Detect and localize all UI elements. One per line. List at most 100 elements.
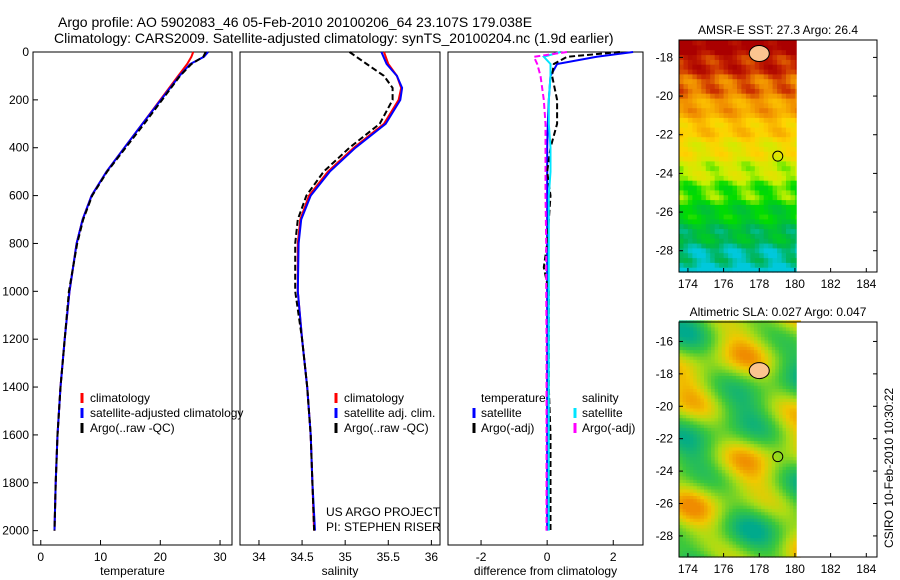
map-cell bbox=[746, 414, 751, 419]
map-cell bbox=[686, 356, 691, 360]
map-cell bbox=[679, 267, 685, 273]
map-cell bbox=[777, 117, 783, 123]
map-cell bbox=[771, 414, 776, 419]
map-cell bbox=[687, 185, 693, 191]
map-cell bbox=[701, 194, 707, 201]
map-cell bbox=[775, 492, 780, 496]
map-cell bbox=[686, 544, 691, 548]
map-cell bbox=[728, 492, 734, 496]
map-cell bbox=[689, 531, 694, 535]
map-cell bbox=[687, 243, 693, 249]
y-tick-label: 1200 bbox=[2, 332, 29, 346]
map-cell bbox=[786, 365, 791, 370]
map-cell bbox=[711, 482, 716, 487]
map-cell bbox=[710, 49, 716, 56]
map-cell bbox=[746, 330, 751, 334]
map-cell bbox=[771, 482, 776, 487]
map-cell bbox=[772, 243, 778, 249]
map-cell bbox=[764, 459, 769, 464]
map-cell bbox=[736, 443, 741, 448]
map-cell bbox=[768, 459, 773, 464]
map-cell bbox=[696, 424, 701, 428]
map-cell bbox=[714, 466, 719, 470]
map-cell bbox=[771, 472, 776, 477]
map-cell bbox=[711, 326, 716, 331]
map-cell bbox=[786, 131, 792, 138]
map-cell bbox=[750, 401, 755, 406]
map-cell bbox=[750, 175, 756, 181]
map-cell bbox=[761, 443, 766, 448]
map-cell bbox=[782, 469, 787, 474]
map-cell bbox=[743, 446, 748, 451]
map-cell bbox=[705, 214, 711, 220]
map-cell bbox=[778, 398, 784, 402]
map-cell bbox=[719, 180, 725, 186]
map-cell bbox=[686, 495, 691, 500]
map-cell bbox=[750, 209, 756, 215]
map-cell bbox=[775, 501, 780, 506]
map-cell bbox=[743, 453, 748, 458]
map-cell bbox=[701, 102, 707, 109]
map-cell bbox=[696, 430, 701, 435]
map-cell bbox=[710, 175, 716, 181]
map-cell bbox=[701, 160, 707, 167]
map-cell bbox=[718, 466, 723, 470]
map-cell bbox=[743, 544, 748, 548]
map-cell bbox=[732, 553, 737, 558]
map-cell bbox=[757, 330, 762, 334]
map-cell bbox=[763, 78, 769, 85]
map-cell bbox=[704, 326, 709, 331]
map-cell bbox=[750, 262, 756, 268]
map-cell bbox=[743, 333, 748, 338]
map-cell bbox=[683, 194, 689, 201]
map-cell bbox=[723, 238, 729, 244]
map-cell bbox=[782, 524, 787, 529]
map-cell bbox=[754, 243, 760, 249]
map-cell bbox=[700, 553, 705, 558]
map-cell bbox=[686, 534, 691, 539]
map-cell bbox=[743, 401, 748, 406]
map-cell bbox=[728, 247, 734, 254]
map-cell bbox=[732, 54, 738, 60]
map-cell bbox=[757, 398, 762, 402]
map-cell bbox=[693, 404, 698, 409]
map-cell bbox=[692, 165, 698, 172]
map-cell bbox=[696, 228, 702, 234]
map-cell bbox=[682, 459, 687, 464]
map-cell bbox=[736, 498, 741, 503]
map-cell bbox=[786, 218, 792, 225]
map-cell bbox=[689, 540, 694, 545]
map-cell bbox=[743, 323, 748, 328]
map-cell bbox=[705, 238, 711, 244]
map-cell bbox=[682, 437, 687, 441]
map-cell bbox=[723, 267, 729, 273]
map-cell bbox=[782, 440, 787, 445]
map-cell bbox=[723, 185, 729, 191]
map-cell bbox=[782, 446, 787, 451]
map-cell bbox=[704, 479, 709, 483]
map-cell bbox=[696, 550, 701, 555]
map-cell bbox=[743, 330, 748, 334]
map-cell bbox=[746, 501, 751, 506]
map-cell bbox=[739, 521, 744, 526]
map-cell bbox=[757, 527, 762, 532]
map-cell bbox=[793, 336, 798, 341]
map-cell bbox=[700, 401, 705, 406]
map-cell bbox=[686, 524, 691, 529]
map-cell bbox=[683, 54, 689, 60]
map-cell bbox=[750, 420, 755, 425]
map-cell bbox=[753, 547, 759, 552]
map-cell bbox=[682, 440, 687, 445]
map-cell bbox=[704, 456, 709, 461]
map-cell bbox=[764, 375, 769, 380]
map-cell bbox=[761, 476, 766, 480]
map-cell bbox=[723, 127, 729, 133]
map-cell bbox=[693, 495, 698, 500]
map-cell bbox=[786, 122, 792, 128]
map-cell bbox=[732, 204, 738, 210]
map-cell bbox=[750, 93, 756, 99]
map-cell bbox=[682, 488, 687, 493]
map-cell bbox=[750, 326, 755, 331]
map-cell bbox=[732, 156, 738, 162]
